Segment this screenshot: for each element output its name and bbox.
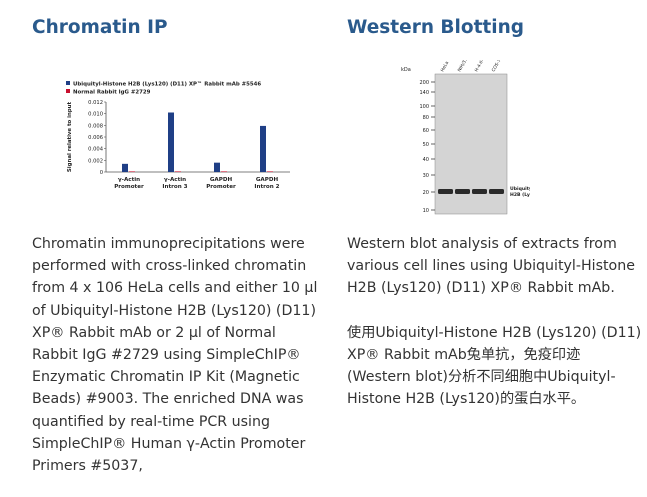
y-tick-label: 0.002 — [88, 158, 103, 164]
marker-label: 80 — [423, 115, 429, 121]
bar — [267, 171, 273, 173]
marker-label: 100 — [419, 104, 429, 110]
bar — [221, 171, 227, 173]
x-tick-label: Promoter — [114, 184, 144, 190]
legend-label: Ubiquityl-Histone H2B (Lys120) (D11) XP™… — [73, 82, 261, 88]
marker-label: 200 — [419, 80, 429, 86]
legend-swatch — [66, 81, 70, 85]
marker-label: 10 — [423, 208, 429, 214]
x-tick-label: Intron 2 — [254, 184, 279, 190]
bar — [175, 171, 181, 173]
western-blotting-description: Western blot analysis of extracts from v… — [347, 233, 642, 410]
marker-label: 40 — [423, 157, 429, 163]
marker-label: 50 — [423, 142, 429, 148]
legend-label: Normal Rabbit IgG #2729 — [73, 90, 151, 96]
chip-bar-chart: Ubiquityl-Histone H2B (Lys120) (D11) XP™… — [66, 81, 290, 190]
band-label: H2B (Lys120) — [510, 192, 530, 198]
x-tick-label: GAPDH — [256, 177, 279, 183]
x-tick-label: γ-Actin — [118, 177, 140, 183]
y-tick-label: 0.012 — [88, 100, 103, 106]
bar — [260, 125, 266, 172]
marker-label: 20 — [423, 190, 429, 196]
bar — [168, 112, 174, 172]
bar — [122, 163, 128, 172]
lane-label: COS-7 — [491, 60, 503, 73]
chromatin-ip-description: Chromatin immunoprecipitations were perf… — [32, 233, 322, 477]
bar — [129, 171, 135, 173]
x-tick-label: γ-Actin — [164, 177, 186, 183]
x-tick-label: Promoter — [206, 184, 236, 190]
x-tick-label: Intron 3 — [162, 184, 187, 190]
marker-label: 60 — [423, 128, 429, 134]
protein-band — [438, 189, 453, 194]
band-label: Ubiquityl-Histone — [510, 186, 530, 192]
western-blotting-heading: Western Blotting — [347, 17, 525, 38]
y-tick-label: 0.006 — [88, 135, 103, 141]
marker-label: 30 — [423, 173, 429, 179]
protein-band — [489, 189, 504, 194]
kda-label: kDa — [401, 67, 411, 73]
marker-label: 140 — [419, 90, 429, 96]
y-tick-label: 0.010 — [88, 112, 103, 118]
y-tick-label: 0.008 — [88, 123, 103, 129]
y-tick-label: 0 — [100, 170, 103, 176]
bar — [214, 162, 220, 172]
legend-swatch — [66, 89, 70, 93]
western-blotting-text-en: Western blot analysis of extracts from v… — [347, 236, 635, 297]
chromatin-ip-heading: Chromatin IP — [32, 17, 168, 38]
y-axis-title: Signal relative to input — [67, 101, 73, 172]
y-tick-label: 0.004 — [88, 147, 104, 153]
lane-label: H-4-II-E — [474, 60, 487, 73]
western-blotting-text-zh: 使用Ubiquityl-Histone H2B (Lys120) (D11) X… — [347, 324, 642, 408]
x-tick-label: GAPDH — [210, 177, 233, 183]
western-blot-image: kDa HeLa NIH/3T3 H-4-II-E COS-7 200 140 100 80 60… — [401, 60, 530, 215]
chromatin-ip-text: Chromatin immunoprecipitations were perf… — [32, 236, 318, 475]
protein-band — [472, 189, 487, 194]
lane-label: HeLa — [440, 60, 451, 73]
protein-band — [455, 189, 470, 194]
lane-label: NIH/3T3 — [457, 60, 471, 73]
